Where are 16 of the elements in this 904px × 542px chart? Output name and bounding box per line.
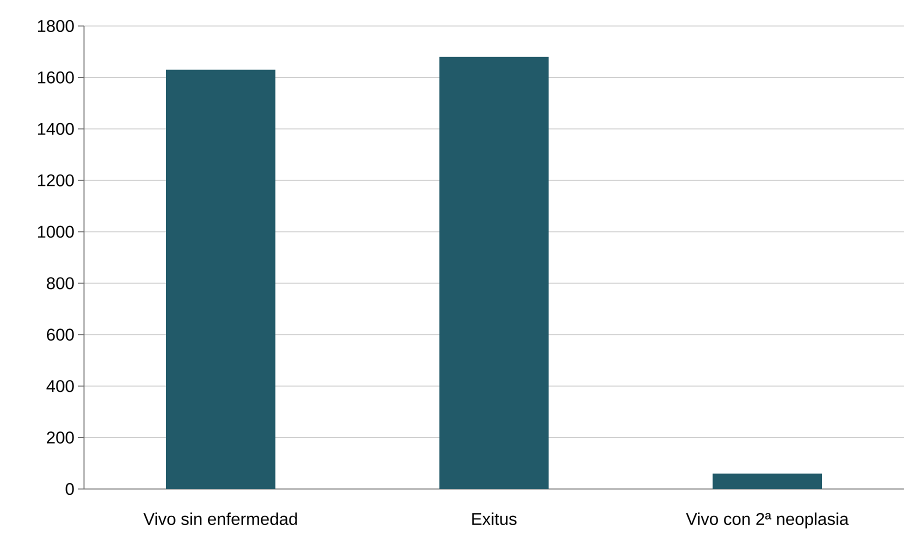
bar [166, 70, 276, 489]
bar [439, 56, 549, 489]
x-tick-label: Vivo sin enfermedad [143, 512, 297, 526]
bar [712, 474, 822, 489]
x-tick-label: Vivo con 2ª neoplasia [686, 512, 849, 528]
y-tick-label: 200 [46, 432, 74, 444]
y-tick-label: 1000 [38, 226, 74, 238]
y-tick-label: 1200 [38, 174, 74, 186]
y-tick-label: 800 [46, 277, 74, 290]
y-tick-label: 1400 [38, 122, 74, 135]
y-tick-label: 0 [66, 482, 74, 496]
x-tick-label: Exitus [472, 512, 517, 526]
y-tick-label: 1600 [38, 71, 74, 84]
y-tick-label: 1800 [38, 20, 74, 32]
y-tick-label: 400 [46, 380, 74, 392]
y-tick-label: 600 [46, 328, 74, 341]
